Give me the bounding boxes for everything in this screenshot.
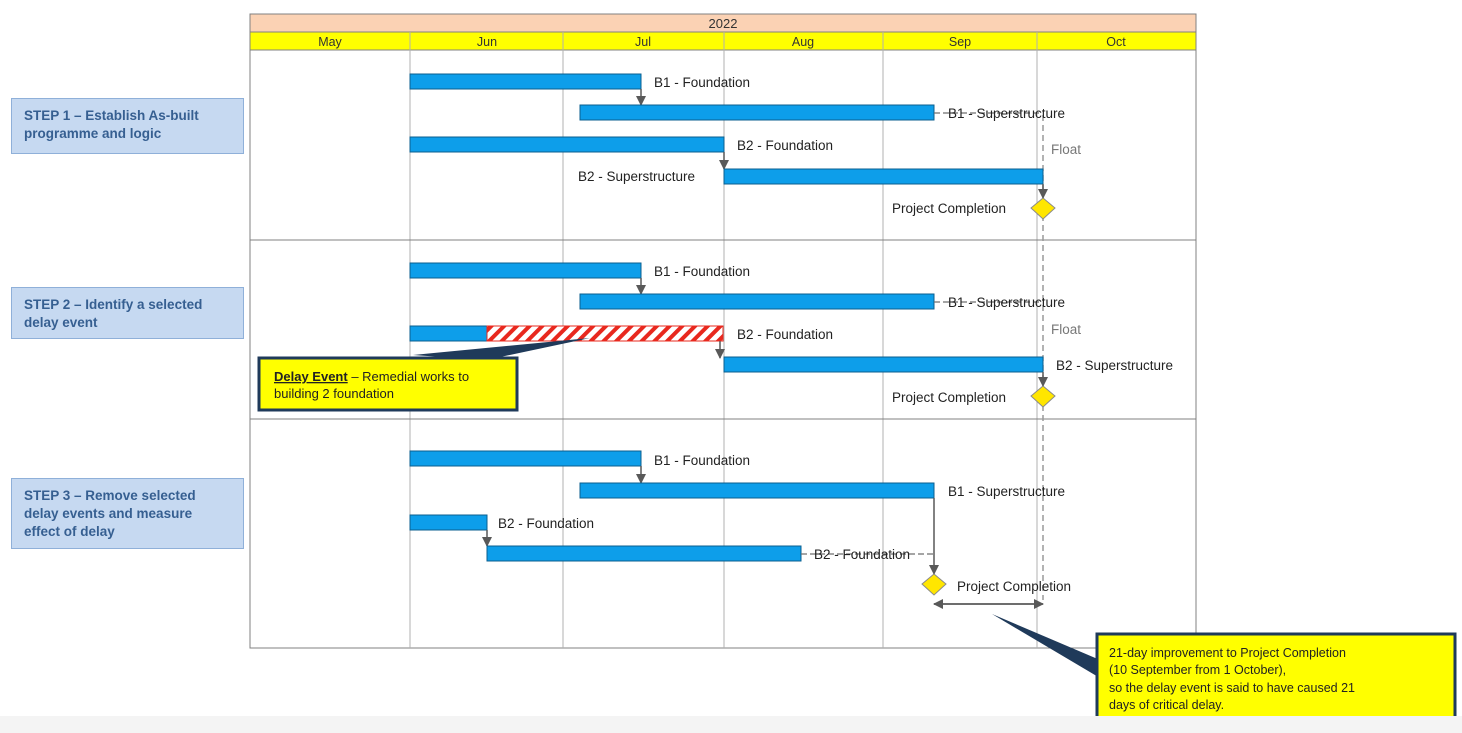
milestone-label: Project Completion bbox=[892, 201, 1006, 216]
delay-callout bbox=[257, 356, 519, 412]
bar bbox=[409, 325, 488, 342]
section-dividers bbox=[250, 239, 1196, 420]
month-labels: May Jun Jul Aug Sep Oct bbox=[318, 35, 1126, 49]
bar-label: B1 - Superstructure bbox=[948, 106, 1065, 121]
bar bbox=[486, 545, 802, 562]
bar bbox=[409, 262, 642, 279]
bar bbox=[579, 482, 935, 499]
bar bbox=[723, 356, 1044, 373]
bar-label: B2 - Foundation bbox=[737, 138, 833, 153]
bar-label: B1 - Foundation bbox=[654, 453, 750, 468]
float-label: Float bbox=[1051, 142, 1081, 157]
month-label: Aug bbox=[792, 35, 814, 49]
year-label: 2022 bbox=[709, 16, 738, 31]
callout-line: (10 September from 1 October), bbox=[1109, 663, 1286, 677]
bar bbox=[579, 104, 935, 121]
milestone-diamond bbox=[1030, 385, 1056, 408]
step-2-section: B1 - Foundation B1 - Superstructure B2 -… bbox=[257, 262, 1173, 412]
callout-title-text: Delay Event bbox=[274, 369, 348, 384]
bar bbox=[409, 514, 488, 531]
bar bbox=[409, 136, 725, 153]
callout-line: 21-day improvement to Project Completion bbox=[1109, 646, 1346, 660]
milestone-diamond bbox=[1030, 197, 1056, 220]
callout-line: days of critical delay. bbox=[1109, 698, 1224, 712]
milestone-label: Project Completion bbox=[892, 390, 1006, 405]
bar-label: B2 - Foundation bbox=[737, 327, 833, 342]
month-label: Jul bbox=[635, 35, 651, 49]
float-label: Float bbox=[1051, 322, 1081, 337]
callout-pointer bbox=[992, 614, 1100, 678]
bar-label: B2 - Superstructure bbox=[578, 169, 695, 184]
step-1-label: STEP 1 – Establish As-built programme an… bbox=[11, 98, 244, 154]
bar-label: B1 - Foundation bbox=[654, 264, 750, 279]
month-label: May bbox=[318, 35, 342, 49]
callout-title: Delay Event – Remedial works to bbox=[274, 369, 469, 384]
bar-label: B1 - Superstructure bbox=[948, 295, 1065, 310]
improvement-callout bbox=[1095, 632, 1457, 722]
delay-bar bbox=[486, 325, 724, 342]
step-3-label: STEP 3 – Remove selected delay events an… bbox=[11, 478, 244, 549]
bar bbox=[409, 450, 642, 467]
callout-line: so the delay event is said to have cause… bbox=[1109, 681, 1355, 695]
callout-text: – Remedial works to bbox=[348, 369, 469, 384]
bar bbox=[409, 73, 642, 90]
bar-label: B2 - Foundation bbox=[814, 547, 910, 562]
month-label: Oct bbox=[1106, 35, 1126, 49]
callout-pointer bbox=[413, 338, 590, 360]
milestone-diamond bbox=[921, 573, 947, 596]
month-label: Sep bbox=[949, 35, 971, 49]
month-gridlines bbox=[409, 32, 1038, 648]
step-3-section: B1 - Foundation B1 - Superstructure B2 -… bbox=[409, 450, 1457, 722]
bar-label: B1 - Foundation bbox=[654, 75, 750, 90]
milestone-label: Project Completion bbox=[957, 579, 1071, 594]
callout-text-line2: building 2 foundation bbox=[274, 386, 394, 401]
month-header bbox=[249, 31, 1197, 51]
step-2-label: STEP 2 – Identify a selected delay event bbox=[11, 287, 244, 339]
bar-label: B2 - Foundation bbox=[498, 516, 594, 531]
bar-label: B2 - Superstructure bbox=[1056, 358, 1173, 373]
bar-label: B1 - Superstructure bbox=[948, 484, 1065, 499]
bottom-band bbox=[0, 716, 1462, 733]
step-1-section: B1 - Foundation B1 - Superstructure B2 -… bbox=[409, 73, 1081, 220]
bar bbox=[579, 293, 935, 310]
month-label: Jun bbox=[477, 35, 497, 49]
bar bbox=[723, 168, 1044, 185]
